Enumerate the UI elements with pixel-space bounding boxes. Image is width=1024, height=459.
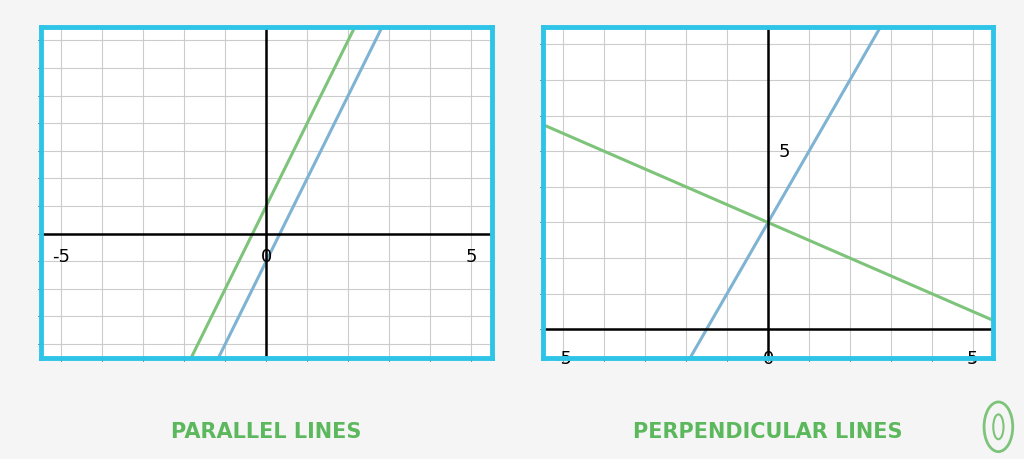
Text: PERPENDICULAR LINES: PERPENDICULAR LINES [633, 421, 903, 442]
Text: 0: 0 [261, 247, 271, 265]
Text: -5: -5 [554, 349, 572, 367]
Text: 5: 5 [465, 247, 477, 265]
Text: 5: 5 [967, 349, 979, 367]
Text: 0: 0 [763, 349, 773, 367]
Text: -5: -5 [52, 247, 71, 265]
Text: PARALLEL LINES: PARALLEL LINES [171, 421, 361, 442]
Text: 5: 5 [778, 143, 790, 161]
